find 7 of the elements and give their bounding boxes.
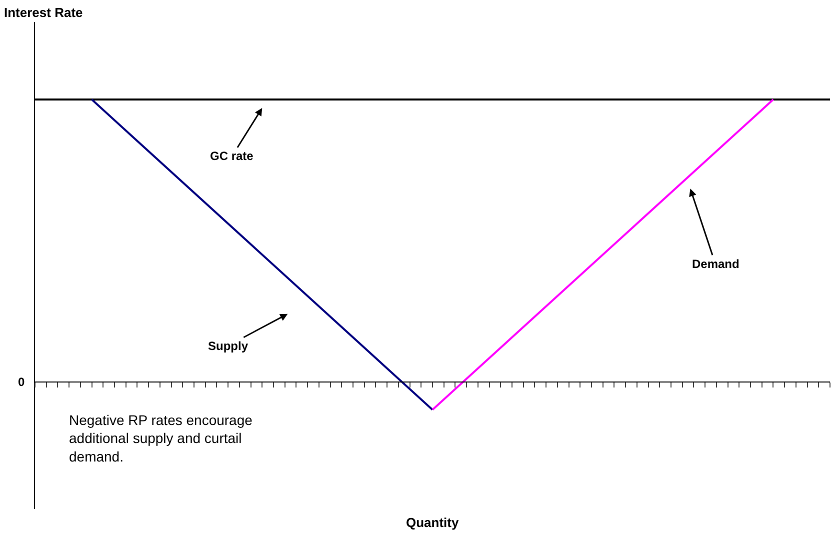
text: 0 — [18, 375, 25, 389]
annotation: GC rate — [210, 149, 254, 163]
text: Quantity — [406, 515, 460, 530]
text: Interest Rate — [4, 5, 83, 20]
text: Negative RP rates encourage additional supply and curtail demand. — [69, 412, 253, 464]
annotation: Demand — [692, 257, 740, 271]
annotation: Supply — [208, 339, 248, 353]
